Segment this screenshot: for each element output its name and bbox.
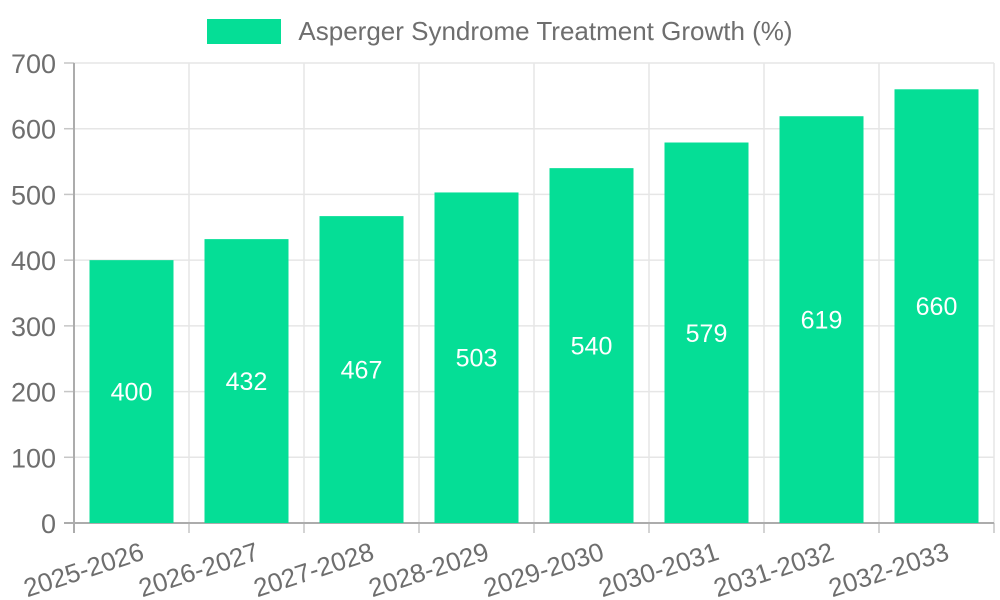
legend-label: Asperger Syndrome Treatment Growth (%) [298, 16, 793, 46]
x-tick-label: 2026-2027 [135, 536, 263, 600]
bar-value-label: 540 [571, 333, 613, 361]
bar-value-label: 400 [111, 379, 153, 407]
bar-value-label: 660 [916, 293, 958, 321]
bar[interactable] [89, 260, 174, 523]
y-tick-label: 200 [11, 378, 56, 408]
bar-value-label: 467 [341, 357, 383, 385]
bar-value-label: 503 [456, 345, 498, 373]
y-tick-label: 0 [41, 509, 56, 539]
x-tick-label: 2025-2026 [20, 536, 148, 600]
x-tick-label: 2027-2028 [250, 536, 378, 600]
bar[interactable] [319, 216, 404, 523]
bar[interactable] [434, 192, 519, 523]
x-tick-label: 2030-2031 [595, 536, 723, 600]
x-tick-label: 2029-2030 [480, 536, 608, 600]
bar-value-label: 579 [686, 320, 728, 348]
y-tick-label: 300 [11, 312, 56, 342]
y-tick-label: 100 [11, 443, 56, 473]
legend-swatch-icon [207, 18, 282, 44]
bar[interactable] [894, 89, 979, 524]
bar-value-label: 432 [226, 368, 268, 396]
bar[interactable] [664, 142, 749, 523]
y-tick-label: 400 [11, 246, 56, 276]
x-tick-label: 2031-2032 [710, 536, 838, 600]
x-tick-label: 2028-2029 [365, 536, 493, 600]
y-tick-label: 600 [11, 115, 56, 145]
bar[interactable] [549, 168, 634, 523]
x-tick-label: 2032-2033 [825, 536, 953, 600]
y-tick-label: 500 [11, 180, 56, 210]
chart-legend[interactable]: Asperger Syndrome Treatment Growth (%) [0, 17, 1000, 45]
bar[interactable] [204, 239, 289, 523]
y-tick-label: 700 [11, 49, 56, 79]
bar-value-label: 619 [801, 307, 843, 335]
bar[interactable] [779, 116, 864, 523]
